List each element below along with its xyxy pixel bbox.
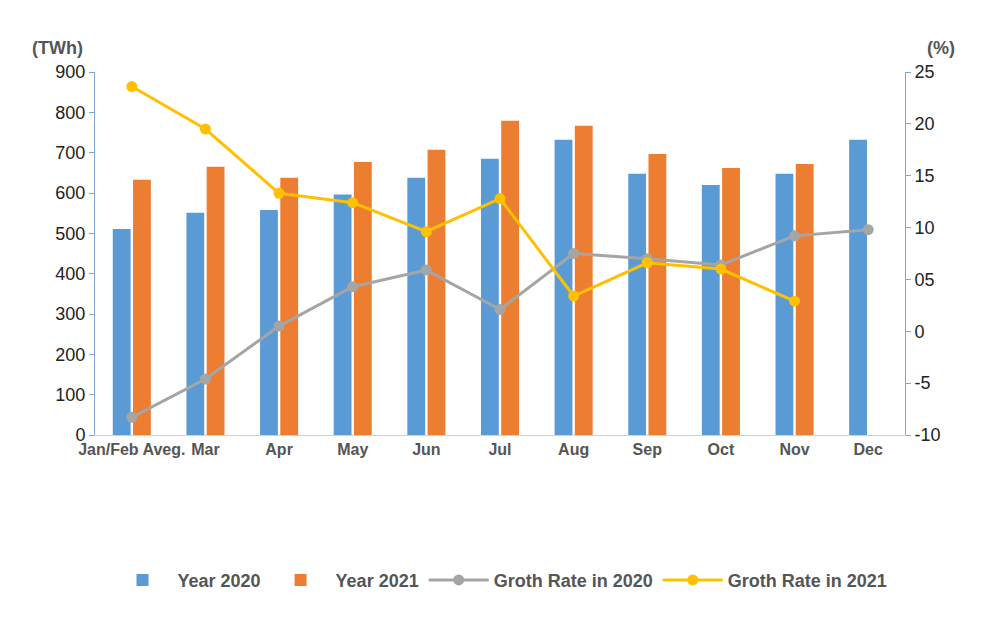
svg-text:0: 0 (915, 322, 925, 342)
svg-text:300: 300 (55, 304, 85, 324)
svg-text:-5: -5 (915, 373, 931, 393)
svg-text:10: 10 (915, 218, 935, 238)
svg-text:500: 500 (55, 224, 85, 244)
svg-text:Jan/Feb Aveg.: Jan/Feb Aveg. (78, 441, 185, 458)
svg-text:Mar: Mar (191, 441, 219, 458)
svg-text:Aug: Aug (558, 441, 589, 458)
svg-text:200: 200 (55, 345, 85, 365)
svg-text:Groth Rate in 2021: Groth Rate in 2021 (728, 571, 887, 591)
svg-text:25: 25 (915, 62, 935, 82)
svg-text:-10: -10 (915, 425, 941, 445)
svg-text:600: 600 (55, 183, 85, 203)
svg-text:Apr: Apr (265, 441, 293, 458)
svg-text:Jul: Jul (488, 441, 511, 458)
svg-text:100: 100 (55, 385, 85, 405)
svg-text:May: May (337, 441, 368, 458)
svg-text:Year 2021: Year 2021 (336, 571, 419, 591)
svg-text:Jun: Jun (412, 441, 440, 458)
svg-text:20: 20 (915, 114, 935, 134)
svg-text:Oct: Oct (708, 441, 735, 458)
svg-text:400: 400 (55, 264, 85, 284)
svg-text:700: 700 (55, 143, 85, 163)
svg-text:(%): (%) (927, 38, 955, 58)
svg-text:15: 15 (915, 166, 935, 186)
svg-text:900: 900 (55, 62, 85, 82)
svg-text:0: 0 (75, 425, 85, 445)
svg-text:Groth Rate in 2020: Groth Rate in 2020 (494, 571, 653, 591)
svg-text:Year 2020: Year 2020 (178, 571, 261, 591)
svg-text:Dec: Dec (854, 441, 883, 458)
svg-text:05: 05 (915, 270, 935, 290)
svg-text:Nov: Nov (779, 441, 809, 458)
svg-text:(TWh): (TWh) (32, 38, 83, 58)
svg-text:800: 800 (55, 103, 85, 123)
svg-text:Sep: Sep (633, 441, 663, 458)
